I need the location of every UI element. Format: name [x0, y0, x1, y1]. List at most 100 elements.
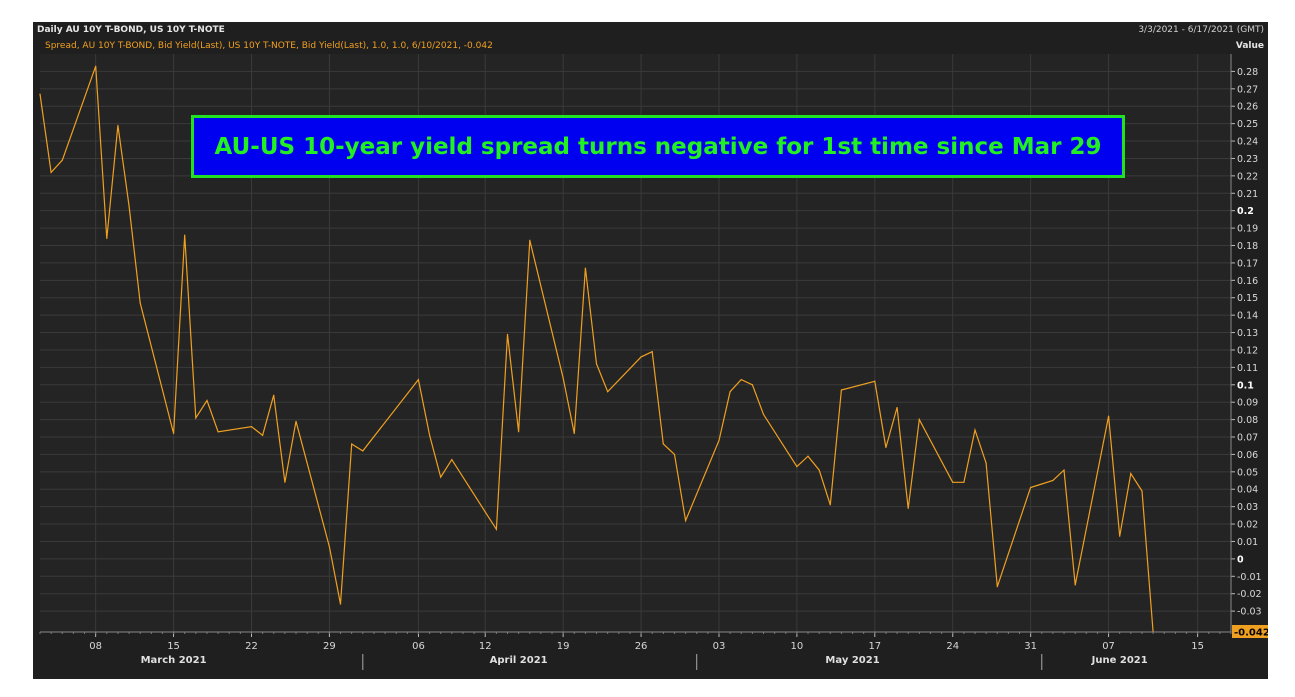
y-tick-label: 0.19	[1237, 224, 1258, 235]
data-point	[195, 417, 197, 419]
y-tick-label: 0.11	[1237, 363, 1258, 374]
y-tick-label: 0.15	[1237, 293, 1258, 304]
y-tick-label: 0.04	[1237, 485, 1258, 496]
data-point	[440, 476, 442, 478]
data-point	[95, 65, 97, 67]
data-point	[607, 391, 609, 393]
y-tick-label: 0.14	[1237, 311, 1258, 322]
data-point	[206, 399, 208, 402]
data-point	[451, 459, 453, 461]
month-label: March 2021	[141, 655, 207, 666]
data-point	[518, 431, 520, 433]
data-point	[1119, 535, 1121, 537]
data-point	[1130, 472, 1132, 475]
x-tick-label: 10	[791, 641, 804, 652]
y-tick-label: 0.24	[1237, 137, 1258, 148]
y-tick-label: 0.27	[1237, 84, 1258, 95]
data-point	[351, 443, 353, 445]
y-tick-label: 0.22	[1237, 171, 1258, 182]
series-layer	[39, 65, 1154, 633]
series-legend: Spread, AU 10Y T-BOND, Bid Yield(Last), …	[45, 41, 493, 51]
data-point	[985, 462, 987, 464]
data-point	[39, 93, 41, 95]
data-point	[651, 351, 653, 353]
y-tick-label: 0	[1237, 554, 1244, 565]
x-tick-label: 29	[323, 641, 336, 652]
data-point	[907, 507, 909, 509]
data-point	[595, 363, 598, 365]
x-tick-label: 08	[89, 641, 102, 652]
data-point	[718, 439, 720, 442]
x-axis: 08 15 22 29 06 12 19 26 03 10 17 24 31 07 15 March 2021…	[39, 631, 1232, 670]
y-tick-label: 0.2	[1237, 206, 1254, 217]
data-point	[1107, 415, 1110, 417]
data-point	[506, 333, 509, 335]
y-tick-label: 0.21	[1237, 189, 1258, 200]
data-point	[428, 434, 431, 436]
data-point	[217, 431, 219, 433]
y-tick-label: -0.02	[1237, 589, 1262, 600]
last-value-badge	[1232, 625, 1268, 638]
data-point	[262, 434, 264, 436]
y-tick-label: 0.05	[1237, 467, 1258, 478]
y-tick-label: 0.18	[1237, 241, 1258, 252]
chart-title: Daily AU 10Y T-BOND, US 10Y T-NOTE	[37, 25, 225, 35]
month-label: May 2021	[825, 655, 879, 666]
data-point	[495, 528, 497, 530]
data-point	[584, 267, 587, 269]
data-point	[184, 234, 186, 236]
month-label: April 2021	[490, 655, 548, 666]
data-point	[684, 519, 687, 522]
x-tick-label: 26	[635, 641, 648, 652]
data-point	[740, 378, 742, 381]
x-tick-label: 06	[412, 641, 425, 652]
data-point	[885, 446, 887, 449]
data-point	[1063, 469, 1065, 471]
data-point	[963, 481, 965, 483]
data-point	[573, 432, 575, 435]
data-point	[117, 124, 119, 126]
data-point	[273, 394, 275, 396]
data-point	[362, 450, 364, 452]
y-tick-label: 0.07	[1237, 433, 1258, 444]
data-point	[640, 356, 642, 358]
data-point	[484, 511, 486, 513]
x-tick-label: 03	[713, 641, 726, 652]
data-point	[840, 389, 843, 391]
x-tick-label: 19	[557, 641, 570, 652]
data-point	[106, 237, 108, 240]
x-tick-label: 31	[1024, 641, 1037, 652]
y-tick-label: 0.09	[1237, 398, 1258, 409]
data-point	[751, 384, 753, 386]
y-tick-label: 0.06	[1237, 450, 1258, 461]
data-point	[295, 420, 297, 422]
y-tick-label: 0.13	[1237, 328, 1258, 339]
data-point	[1141, 490, 1143, 492]
y-tick-label: 0.26	[1237, 102, 1258, 113]
data-point	[339, 603, 342, 605]
y-tick-label: 0.02	[1237, 520, 1258, 531]
y-axis: 0.28 0.27 0.26 0.25 0.24 0.23 0.22 0.21 0.2 0.19 0…	[1230, 54, 1268, 639]
data-point	[328, 546, 331, 548]
data-point	[796, 466, 798, 468]
y-tick-label: -0.01	[1237, 572, 1262, 583]
data-point	[529, 239, 531, 241]
y-tick-label: 0.01	[1237, 537, 1258, 548]
data-point	[1030, 486, 1032, 489]
data-point	[896, 406, 898, 409]
data-point	[172, 432, 175, 435]
y-tick-label: 0.1	[1237, 380, 1254, 391]
y-tick-label: 0.16	[1237, 276, 1258, 287]
data-point	[874, 380, 876, 382]
data-point	[284, 481, 286, 483]
data-point	[128, 204, 130, 207]
data-point	[662, 443, 664, 445]
y-tick-label: 0.17	[1237, 258, 1258, 269]
x-tick-label: 12	[479, 641, 492, 652]
data-point	[562, 377, 564, 379]
data-point	[50, 171, 52, 173]
data-point	[1041, 483, 1043, 485]
y-tick-label: -0.03	[1237, 607, 1262, 618]
value-axis-title: Value	[1235, 41, 1264, 51]
data-point	[1052, 479, 1054, 482]
